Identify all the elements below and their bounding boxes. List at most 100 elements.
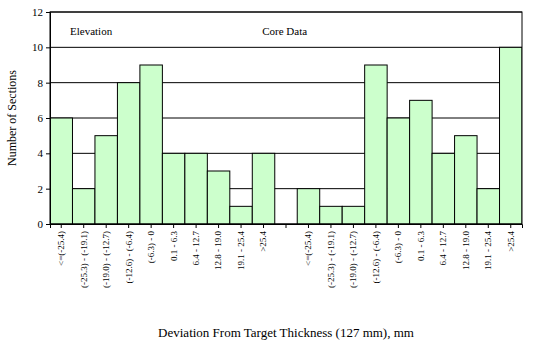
x-tick-mark xyxy=(173,224,174,228)
bar xyxy=(387,118,409,224)
bar xyxy=(72,189,94,224)
x-tick-label: 6.4 - 12.7 xyxy=(191,231,201,266)
x-tick-label: <=(-25.4) xyxy=(303,231,313,266)
y-tick-label: 10 xyxy=(32,41,44,53)
x-tick: 0.1 - 6.3 xyxy=(168,224,178,261)
x-tick-mark xyxy=(83,224,84,228)
bar xyxy=(320,206,342,224)
bar xyxy=(162,153,184,224)
x-tick-mark xyxy=(375,224,376,228)
x-tick-label: 12.8 - 19.0 xyxy=(213,231,223,270)
bar xyxy=(207,171,229,224)
x-tick: >25.4 xyxy=(506,224,516,252)
plot-frame xyxy=(50,12,522,224)
y-tick: 0 xyxy=(38,218,51,230)
y-tick-label: 8 xyxy=(38,77,44,89)
y-axis: 0 2 4 6 8 10 12 xyxy=(32,6,51,230)
grid xyxy=(50,12,522,224)
x-tick: (-12.6) - (-6.4) xyxy=(124,224,134,283)
series-label: Core Data xyxy=(262,25,307,37)
x-tick-label: (-6.3) - 0 xyxy=(146,231,156,264)
y-tick: 2 xyxy=(38,183,51,195)
x-tick-mark xyxy=(353,224,354,228)
x-tick-mark xyxy=(106,224,107,228)
x-tick-mark xyxy=(398,224,399,228)
y-tick-mark xyxy=(46,189,50,190)
x-tick: (-12.6) - (-6.4) xyxy=(371,224,381,283)
x-tick-mark xyxy=(330,224,331,228)
x-tick-label: <=(-25.4) xyxy=(56,231,66,266)
x-tick xyxy=(286,224,287,228)
x-tick-label: (-12.6) - (-6.4) xyxy=(124,231,134,283)
y-axis-line xyxy=(46,13,51,225)
y-tick-label: 12 xyxy=(32,6,43,18)
bar xyxy=(365,65,387,224)
x-tick-label: (-25.3) - (-19.1) xyxy=(79,231,89,288)
x-tick: (-25.3) - (-19.1) xyxy=(79,224,89,288)
x-tick-mark xyxy=(308,224,309,228)
x-tick: 0.1 - 6.3 xyxy=(416,224,426,261)
bar xyxy=(342,206,364,224)
bar xyxy=(500,47,522,224)
bar xyxy=(410,100,432,224)
y-tick: 8 xyxy=(38,77,51,89)
bar xyxy=(432,153,454,224)
y-tick: 12 xyxy=(32,6,50,18)
x-tick-mark xyxy=(241,224,242,228)
y-tick-mark xyxy=(46,224,50,225)
x-tick-label: 12.8 - 19.0 xyxy=(461,231,471,270)
x-tick-mark xyxy=(128,224,129,228)
x-tick: (-25.3) - (-19.1) xyxy=(326,224,336,288)
y-tick-label: 6 xyxy=(38,112,44,124)
x-tick-mark xyxy=(465,224,466,228)
x-tick-mark xyxy=(286,224,287,228)
bar xyxy=(230,206,252,224)
x-tick-label: >25.4 xyxy=(506,231,516,252)
x-tick: (-6.3) - 0 xyxy=(393,224,403,263)
plot: 0 2 4 6 8 10 12 <=(-25.4) (-25.3) - (-19.1) (-19.… xyxy=(32,6,523,288)
x-tick-label: (-6.3) - 0 xyxy=(393,231,403,264)
x-tick-label: >25.4 xyxy=(258,231,268,252)
x-tick-mark xyxy=(263,224,264,228)
x-tick-label: 6.4 - 12.7 xyxy=(438,231,448,266)
y-tick: 10 xyxy=(32,41,50,53)
x-tick: 19.1 - 25.4 xyxy=(236,224,246,270)
x-tick-mark xyxy=(61,224,62,228)
x-tick-label: 0.1 - 6.3 xyxy=(416,231,426,261)
series-label: Elevation xyxy=(70,25,113,37)
bar xyxy=(185,153,207,224)
y-tick-mark xyxy=(46,118,50,119)
y-axis-title: Number of Sections xyxy=(5,70,19,166)
x-tick-label: 19.1 - 25.4 xyxy=(483,231,493,270)
bar xyxy=(50,118,72,224)
y-tick: 6 xyxy=(38,112,51,124)
x-tick-mark xyxy=(510,224,511,228)
x-tick-mark xyxy=(218,224,219,228)
x-tick: (-19.0) - (-12.7) xyxy=(101,224,111,288)
x-tick-mark xyxy=(196,224,197,228)
x-tick: <=(-25.4) xyxy=(303,224,313,266)
x-tick-mark xyxy=(420,224,421,228)
x-tick-label: (-12.6) - (-6.4) xyxy=(371,231,381,283)
x-tick: 12.8 - 19.0 xyxy=(213,224,223,270)
y-tick-mark xyxy=(46,47,50,48)
bar xyxy=(140,65,162,224)
grid-line xyxy=(50,47,522,48)
bar xyxy=(477,189,499,224)
bar xyxy=(95,136,117,224)
x-tick: <=(-25.4) xyxy=(56,224,66,266)
x-tick-mark xyxy=(151,224,152,228)
x-tick: >25.4 xyxy=(258,224,268,252)
x-tick: (-19.0) - (-12.7) xyxy=(348,224,358,288)
x-tick: 6.4 - 12.7 xyxy=(438,224,448,266)
x-tick: 6.4 - 12.7 xyxy=(191,224,201,266)
y-tick: 4 xyxy=(38,147,51,159)
bar xyxy=(252,153,274,224)
bar xyxy=(455,136,477,224)
y-tick-label: 4 xyxy=(38,147,44,159)
x-tick-label: 0.1 - 6.3 xyxy=(168,231,178,261)
bars xyxy=(50,47,522,224)
x-tick: 12.8 - 19.0 xyxy=(461,224,471,270)
y-tick-mark xyxy=(46,12,50,13)
y-tick-mark xyxy=(46,83,50,84)
